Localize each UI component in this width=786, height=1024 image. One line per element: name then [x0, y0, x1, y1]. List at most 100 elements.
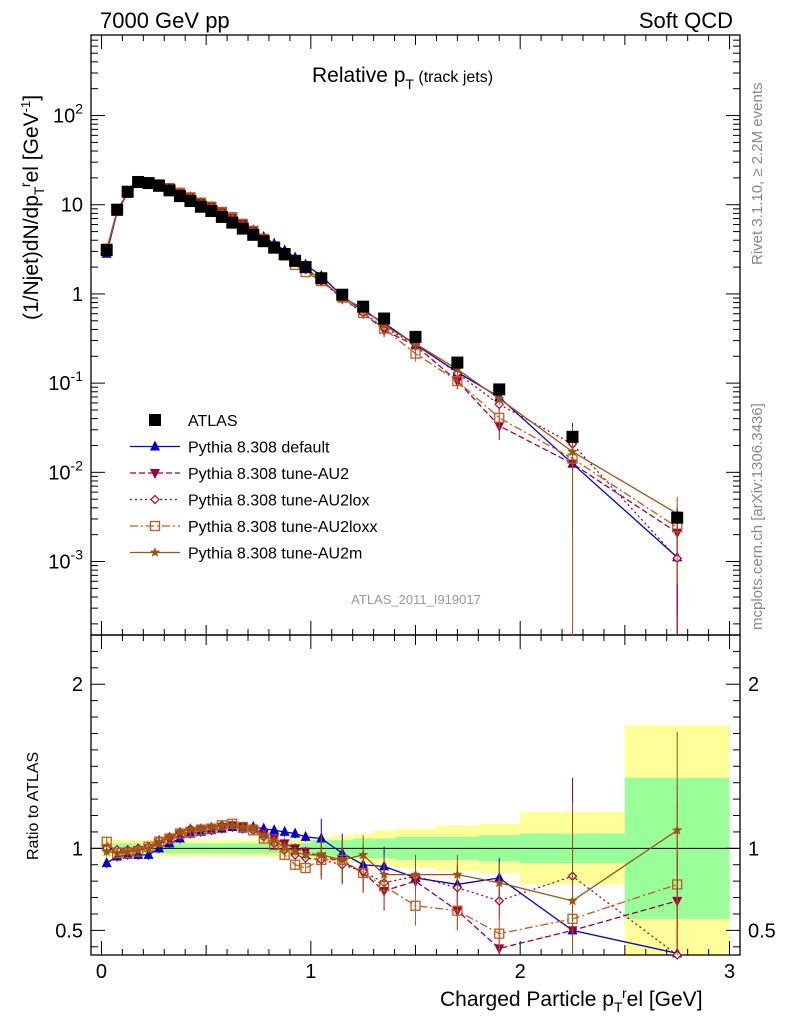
ratio-y-tick-label: 0.5 — [55, 920, 83, 942]
header-right: Soft QCD — [639, 8, 733, 33]
data-point — [184, 195, 197, 208]
series-point-ratio — [671, 824, 683, 835]
legend-label: Pythia 8.308 default — [188, 440, 330, 457]
legend-label: Pythia 8.308 tune-AU2m — [188, 546, 362, 563]
data-point — [163, 184, 176, 197]
plot-title-suffix: (track jets) — [414, 69, 493, 86]
legend-label: Pythia 8.308 tune-AU2loxx — [188, 519, 377, 536]
series-point-ratio — [494, 928, 505, 939]
ylabel-main-sup: r — [17, 182, 33, 187]
tick-label-exponent: -2 — [71, 457, 84, 473]
ylabel-main-unit-sup: -1 — [18, 101, 33, 113]
main-y-tick-label: 10 — [61, 195, 83, 217]
x-axis-label: Charged Particle pTrel [GeV] — [440, 985, 703, 1015]
series-point-ratio — [216, 819, 228, 830]
plot-title-sub: T — [405, 76, 414, 92]
ratio-y-tick-label: 1 — [72, 838, 83, 860]
data-point — [336, 288, 349, 301]
series-point-main — [452, 363, 463, 374]
data-point — [378, 312, 391, 325]
legend-entry-au2m: Pythia 8.308 tune-AU2m — [130, 546, 362, 563]
series-point-ratio — [279, 841, 290, 852]
legend-entry-au2loxx: Pythia 8.308 tune-AU2loxx — [130, 519, 377, 536]
series-point-main — [567, 446, 578, 457]
data-point — [215, 210, 228, 223]
ylabel-main-sub: T — [31, 186, 47, 195]
series-point-ratio — [567, 895, 578, 906]
legend-label: ATLAS — [188, 413, 238, 430]
plot-title-main: Relative p — [312, 64, 405, 87]
series-point-ratio — [164, 831, 175, 842]
series-point-ratio — [300, 862, 311, 874]
series-point-ratio — [410, 869, 421, 880]
data-point — [268, 241, 281, 254]
tick-label-base: 10 — [53, 106, 75, 128]
data-point — [289, 254, 302, 267]
legend-marker — [149, 520, 161, 532]
main-y-tick-label: 10-1 — [48, 368, 83, 395]
series-point-ratio — [132, 844, 144, 855]
data-point — [315, 272, 328, 285]
legend-entry-default: Pythia 8.308 default — [130, 440, 330, 457]
series-point-ratio — [153, 836, 165, 847]
data-point — [173, 190, 186, 203]
tick-label-exponent: 2 — [75, 101, 83, 117]
data-point — [278, 248, 291, 261]
legend: ATLAS Pythia 8.308 default Pythia 8.308 tu… — [130, 413, 377, 563]
data-point — [205, 205, 218, 218]
data-point — [153, 179, 166, 192]
tick-label-base: 10 — [48, 462, 70, 484]
series-layer — [100, 175, 684, 960]
watermark: ATLAS_2011_I919017 — [351, 592, 481, 607]
tick-label-exponent: -3 — [71, 547, 84, 563]
legend-label: Pythia 8.308 tune-AU2lox — [188, 493, 369, 510]
series-point-ratio — [494, 877, 505, 888]
main-y-tick-label: 1 — [72, 284, 83, 306]
series-point-main — [494, 393, 505, 404]
xlabel-sup: r — [622, 985, 627, 1001]
main-y-tick-label: 102 — [53, 101, 83, 128]
xlabel-part: Charged Particle p — [440, 988, 614, 1011]
side-text-top: Rivet 3.1.10, ≥ 2.2M events — [749, 83, 766, 266]
data-point — [226, 216, 239, 229]
data-point — [247, 228, 260, 241]
xlabel-rest: el [GeV] — [627, 988, 703, 1011]
series-point-ratio — [452, 905, 463, 916]
ratio-y-tick-label-right: 0.5 — [748, 920, 776, 942]
legend-entry-au2lox: Pythia 8.308 tune-AU2lox — [130, 493, 369, 510]
series-point-ratio — [122, 846, 133, 857]
data-point — [142, 177, 155, 190]
y-axis-label-ratio: Ratio to ATLAS — [25, 752, 42, 860]
series-data — [100, 175, 684, 524]
data-point — [121, 185, 134, 198]
series-point-ratio — [289, 859, 301, 870]
series-point-main — [494, 412, 505, 424]
series-point-ratio — [237, 821, 249, 832]
tick-label-exponent: -1 — [71, 368, 84, 384]
legend-label: Pythia 8.308 tune-AU2 — [188, 466, 349, 483]
data-point — [451, 356, 464, 369]
x-tick-label: 2 — [515, 961, 526, 983]
series-line-ratio-au2 — [106, 824, 678, 950]
legend-entry-data: ATLAS — [149, 413, 238, 430]
side-text-bottom: mcplots.cern.ch [arXiv:1306.3436] — [749, 403, 766, 630]
series-point-ratio — [206, 821, 217, 832]
data-point — [111, 203, 124, 216]
series-point-ratio — [143, 842, 154, 853]
ratio-y-tick-label-right: 1 — [748, 838, 759, 860]
y-axis-label-main: (1/Njet)dN/dpTrel [GeV-1] — [17, 95, 47, 320]
data-point — [671, 511, 684, 524]
series-point-ratio — [300, 849, 311, 860]
header-left: 7000 GeV pp — [100, 8, 230, 33]
series-point-ratio — [268, 834, 280, 845]
series-point-ratio — [336, 854, 348, 865]
series-point-main — [452, 375, 463, 387]
legend-marker — [149, 547, 161, 557]
legend-entry-au2: Pythia 8.308 tune-AU2 — [130, 466, 349, 483]
series-point-ratio — [174, 826, 186, 837]
series-point-ratio — [378, 869, 390, 880]
legend-marker — [150, 440, 160, 451]
data-point — [493, 383, 506, 396]
legend-marker — [150, 494, 160, 505]
